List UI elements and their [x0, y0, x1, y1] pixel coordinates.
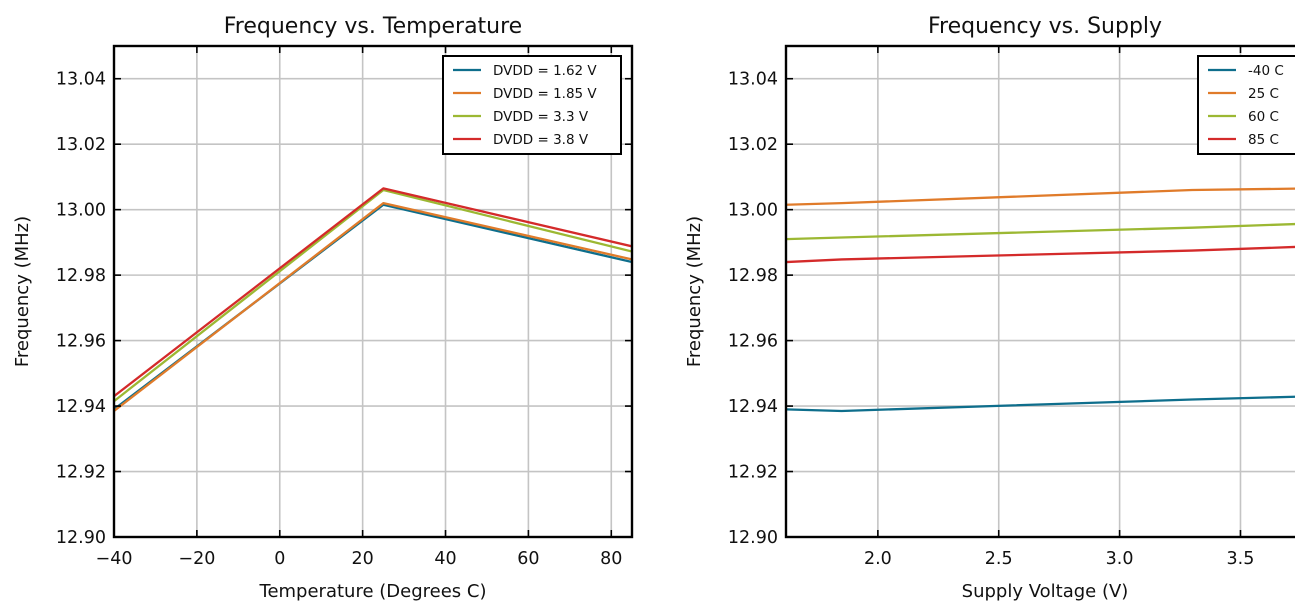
y-tick-label: 12.98 — [56, 266, 106, 286]
x-tick-label: 3.5 — [1227, 549, 1255, 569]
series-line-4 — [114, 187, 632, 398]
y-tick-label: 12.96 — [728, 332, 778, 352]
series-group — [114, 187, 632, 412]
legend-box — [1197, 55, 1295, 155]
x-tick-label: 2.0 — [864, 549, 892, 569]
legend: DVDD = 1.62 V DVDD = 1.85 V DVDD = 3.3 V DV… — [442, 55, 622, 155]
legend-label-2: DVDD = 1.85 V — [493, 86, 597, 102]
tick-marks — [113, 46, 632, 538]
x-axis-label: Temperature (Degrees C) — [259, 581, 487, 602]
legend: -40 C 25 C 60 C 85 C — [1197, 55, 1295, 155]
y-tick-label: 13.02 — [56, 135, 106, 155]
x-tick-label: 0 — [274, 549, 285, 569]
legend-label-3: DVDD = 3.3 V — [493, 109, 589, 125]
x-axis-label: Supply Voltage (V) — [962, 581, 1129, 602]
y-axis-label: Frequency (MHz) — [12, 216, 33, 367]
legend-label-4: DVDD = 3.8 V — [493, 132, 589, 148]
y-axis-label: Frequency (MHz) — [684, 216, 705, 367]
y-tick-label: 12.92 — [728, 463, 778, 483]
legend-label-3: 60 C — [1248, 109, 1279, 125]
y-tick-label: 12.94 — [56, 397, 106, 417]
legend-label-2: 25 C — [1248, 86, 1279, 102]
y-tick-label: 12.90 — [56, 528, 106, 548]
series-line-4 — [786, 245, 1295, 264]
x-tick-label: 20 — [351, 549, 373, 569]
x-tick-label: 60 — [517, 549, 539, 569]
legend-label-4: 85 C — [1248, 132, 1279, 148]
y-tick-label: 12.90 — [728, 528, 778, 548]
legend-box — [442, 55, 622, 155]
chart-panel-1: −40 −20 0 20 40 60 80 12.90 12.92 12.94 12.96 12.98… — [12, 14, 634, 602]
series-line-3 — [114, 188, 632, 403]
y-tick-label: 13.00 — [56, 201, 106, 221]
chart-title: Frequency vs. Supply — [928, 14, 1162, 39]
grid — [786, 46, 1295, 537]
y-tick-label: 12.92 — [56, 463, 106, 483]
y-tick-label: 12.98 — [728, 266, 778, 286]
series-group — [786, 187, 1295, 413]
series-line-1 — [114, 203, 632, 411]
legend-label-1: -40 C — [1248, 63, 1284, 79]
x-tick-label: −40 — [96, 549, 133, 569]
chart-title: Frequency vs. Temperature — [224, 14, 522, 39]
y-tick-label: 13.04 — [728, 70, 778, 90]
x-tick-label: −20 — [178, 549, 215, 569]
tick-marks — [786, 46, 1242, 538]
y-tick-label: 13.02 — [728, 135, 778, 155]
y-tick-label: 12.94 — [728, 397, 778, 417]
x-tick-label: 40 — [434, 549, 456, 569]
series-line-2 — [114, 201, 632, 412]
chart-panel-2: 2.0 2.5 3.0 3.5 12.90 12.92 12.94 12.96 12.98 13.… — [684, 14, 1295, 602]
y-tick-label: 13.04 — [56, 70, 106, 90]
plot-frame — [784, 44, 1295, 539]
y-tick-label: 13.00 — [728, 201, 778, 221]
series-line-2 — [786, 187, 1295, 206]
plot-frame — [112, 44, 634, 539]
x-tick-label: 2.5 — [985, 549, 1013, 569]
series-line-1 — [786, 395, 1295, 413]
x-tick-label: 3.0 — [1106, 549, 1134, 569]
series-line-3 — [786, 222, 1295, 241]
y-tick-label: 12.96 — [56, 332, 106, 352]
legend-label-1: DVDD = 1.62 V — [493, 63, 597, 79]
x-tick-label: 80 — [600, 549, 622, 569]
